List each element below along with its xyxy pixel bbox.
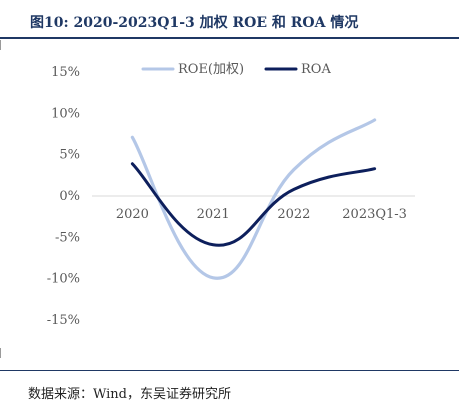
line-chart: 15% 10% 5% 0% -5% -10% -15% 2020 2021 2022 2023Q1-… xyxy=(47,61,415,328)
x-tick-label: 2022 xyxy=(277,207,310,222)
y-tick-label: 0% xyxy=(59,189,80,204)
y-tick-label: 10% xyxy=(51,106,80,121)
left-tick-mark-top xyxy=(0,40,1,50)
y-tick-label: 5% xyxy=(59,148,80,163)
x-tick-label: 2020 xyxy=(116,207,149,222)
y-tick-label: -15% xyxy=(47,313,80,328)
source-rule xyxy=(0,370,459,371)
title-bar: 图10: 2020-2023Q1-3 加权 ROE 和 ROA 情况 xyxy=(0,0,459,40)
series-line-roa xyxy=(130,162,377,247)
y-tick-label: 15% xyxy=(51,65,80,80)
y-tick-label: -10% xyxy=(47,272,80,287)
x-tick-label: 2021 xyxy=(197,207,230,222)
legend-label-roa: ROA xyxy=(301,62,331,77)
x-tick-label: 2023Q1-3 xyxy=(342,207,407,222)
series-line-roe xyxy=(130,118,377,280)
left-tick-mark-bottom xyxy=(0,348,1,358)
legend-label-roe: ROE(加权) xyxy=(178,61,244,77)
y-tick-label: -5% xyxy=(55,230,80,245)
chart-title: 图10: 2020-2023Q1-3 加权 ROE 和 ROA 情况 xyxy=(30,15,359,31)
source-note: 数据来源：Wind，东吴证券研究所 xyxy=(28,387,231,402)
title-rule xyxy=(0,37,459,39)
